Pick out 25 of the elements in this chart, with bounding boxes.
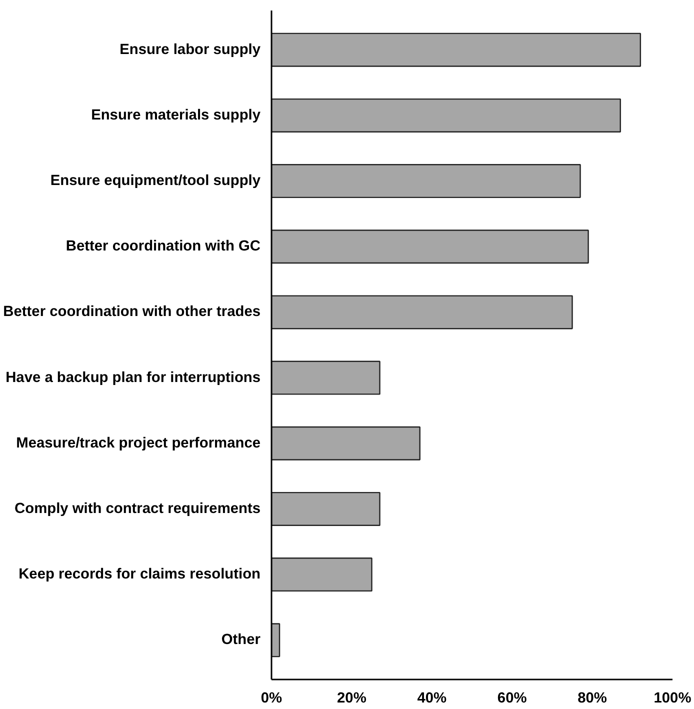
bar: [272, 164, 581, 198]
x-tick-label: 80%: [578, 690, 607, 706]
y-tick-label: Measure/track project performance: [16, 435, 261, 452]
bar: [272, 492, 380, 526]
x-tick-label: 100%: [654, 690, 692, 706]
bar: [272, 558, 372, 592]
x-tick-label: 20%: [337, 690, 366, 706]
bar: [272, 230, 589, 264]
y-tick-label: Ensure materials supply: [91, 107, 262, 124]
bar: [272, 98, 621, 132]
y-tick-label: Ensure equipment/tool supply: [50, 173, 262, 190]
bar: [272, 360, 380, 395]
y-tick-label: Ensure labor supply: [120, 42, 262, 58]
bar: [272, 32, 642, 67]
y-tick-label: Other: [221, 632, 261, 648]
x-tick-label: 60%: [497, 690, 527, 706]
y-tick-label: Better coordination with GC: [66, 238, 261, 255]
bar: [272, 295, 573, 330]
y-tick-label: Comply with contract requirements: [14, 500, 261, 517]
x-tick-label: 40%: [417, 690, 447, 706]
y-tick-label: Keep records for claims resolution: [18, 566, 261, 583]
y-tick-label: Have a backup plan for interruptions: [6, 370, 261, 386]
y-tick-label: Better coordination with other trades: [3, 304, 261, 320]
x-tick-label: 0%: [260, 690, 282, 706]
bar: [272, 426, 420, 460]
